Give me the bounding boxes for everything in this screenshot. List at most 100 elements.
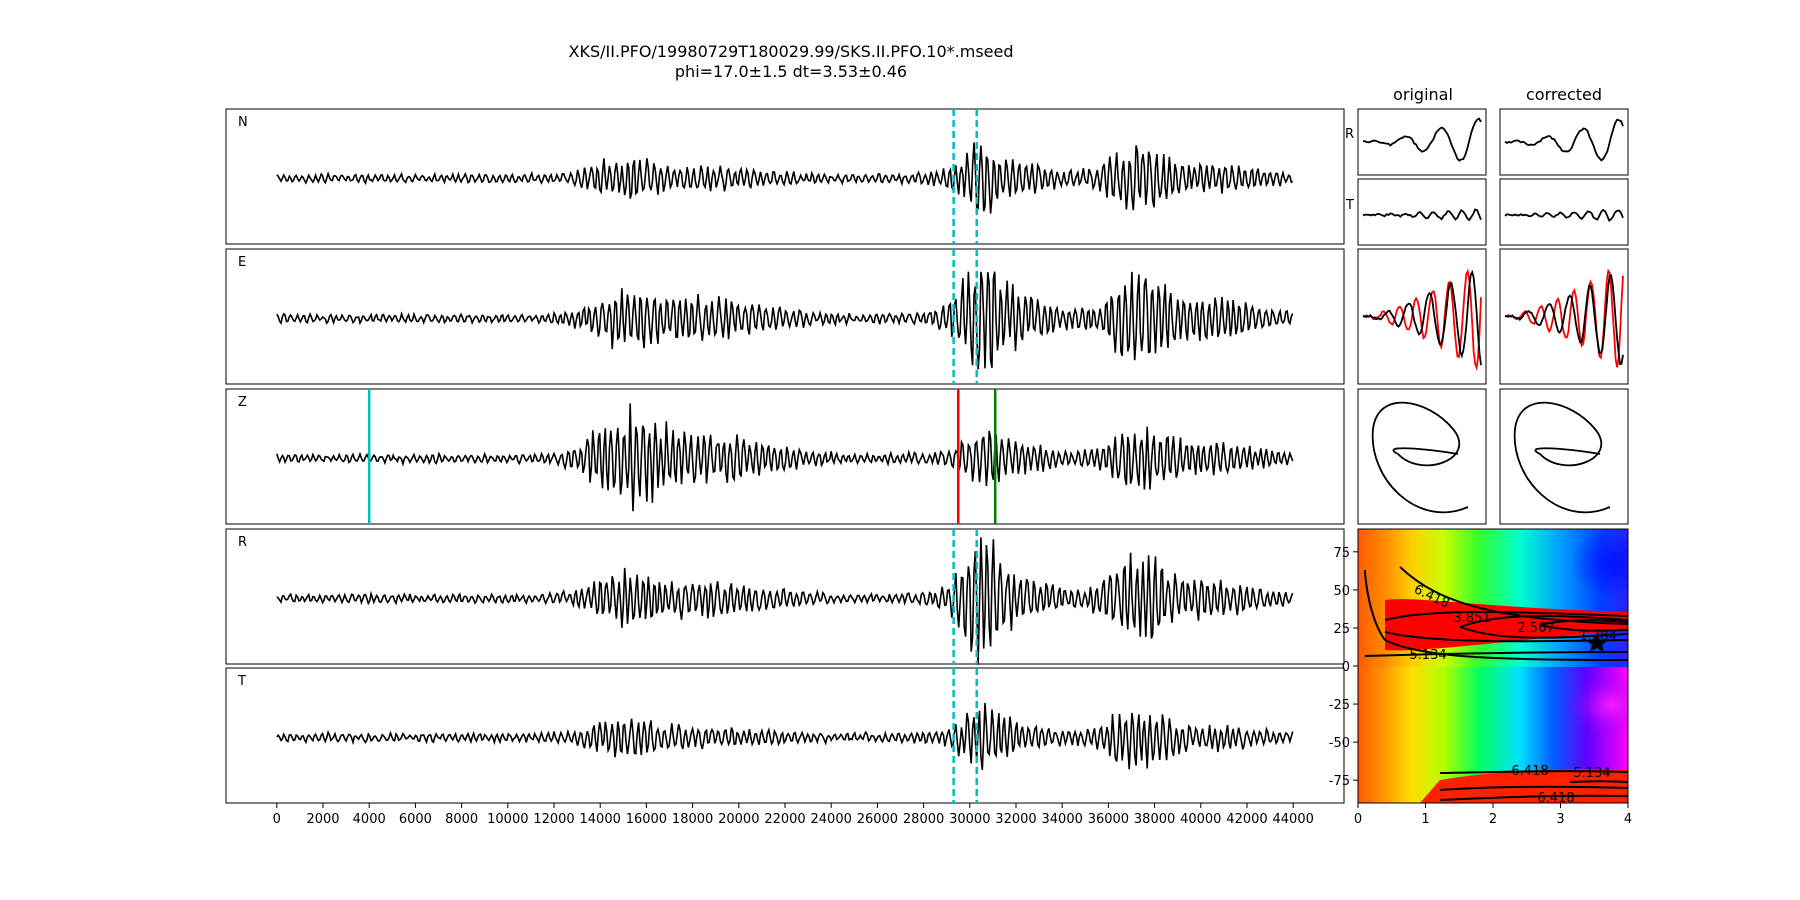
best-fit-star bbox=[1586, 633, 1608, 652]
contour-label: 3.851 bbox=[1453, 611, 1490, 626]
heat-y-tick-label: -75 bbox=[1329, 774, 1350, 789]
x-tick-label: 40000 bbox=[1180, 812, 1221, 827]
r-wave bbox=[1362, 117, 1482, 162]
x-tick-label: 18000 bbox=[672, 812, 713, 827]
x-tick-label: 24000 bbox=[811, 812, 852, 827]
black-wave bbox=[1362, 269, 1482, 366]
panel-t: T bbox=[225, 667, 1345, 804]
small-label-r: R bbox=[1345, 127, 1354, 142]
trace-e bbox=[276, 271, 1294, 370]
column-title-corrected: corrected bbox=[1526, 85, 1602, 104]
heat-y-tick-label: 75 bbox=[1333, 546, 1350, 561]
contour-label: 5.134 bbox=[1573, 766, 1610, 781]
trace-t bbox=[276, 702, 1294, 770]
contour-line bbox=[1399, 566, 1628, 625]
heat-x-tick-label: 0 bbox=[1354, 812, 1362, 827]
panel-label: E bbox=[238, 255, 246, 270]
panel-label: R bbox=[238, 535, 247, 550]
particle-motion bbox=[1371, 401, 1469, 514]
plot-subtitle: phi=17.0±1.5 dt=3.53±0.46 bbox=[675, 62, 907, 81]
x-axis: 0 2000 4000 6000 8000 10000 12000 14000 16000 180… bbox=[273, 803, 1314, 827]
small-panel-corrected-row2 bbox=[1499, 178, 1629, 246]
x-tick-label: 0 bbox=[273, 812, 281, 827]
small-label-t: T bbox=[1345, 198, 1354, 213]
contour-label: 1.284 bbox=[1579, 629, 1616, 644]
contour-line bbox=[1569, 780, 1628, 783]
contour-line bbox=[1439, 785, 1628, 801]
x-tick-label: 14000 bbox=[580, 812, 621, 827]
heat-x-tick-label: 3 bbox=[1556, 812, 1564, 827]
x-tick-label: 16000 bbox=[626, 812, 667, 827]
x-tick-label: 22000 bbox=[764, 812, 805, 827]
small-panel-original-row2 bbox=[1357, 178, 1487, 246]
panel-z: Z bbox=[225, 388, 1345, 525]
contour-label: 2.567 bbox=[1517, 621, 1554, 636]
small-panel-frame bbox=[1357, 178, 1487, 246]
x-tick-label: 36000 bbox=[1088, 812, 1129, 827]
small-panel-frame bbox=[1499, 178, 1629, 246]
contour-line bbox=[1364, 651, 1628, 657]
x-tick-label: 28000 bbox=[903, 812, 944, 827]
heat-x-tick-label: 2 bbox=[1489, 812, 1497, 827]
small-panel-corrected-row1 bbox=[1499, 108, 1629, 176]
contour-label: 6.418 bbox=[1511, 764, 1548, 779]
contour-line bbox=[1539, 619, 1628, 632]
heat-y-tick-label: -50 bbox=[1329, 736, 1350, 751]
x-tick-label: 44000 bbox=[1273, 812, 1314, 827]
panel-n: N bbox=[225, 108, 1345, 245]
x-tick-label: 12000 bbox=[533, 812, 574, 827]
x-tick-label: 6000 bbox=[399, 812, 432, 827]
heat-y-tick-label: 0 bbox=[1342, 660, 1350, 675]
r-wave bbox=[1504, 118, 1624, 162]
x-tick-label: 32000 bbox=[995, 812, 1036, 827]
x-tick-label: 38000 bbox=[1134, 812, 1175, 827]
heat-y-tick-label: 50 bbox=[1333, 584, 1350, 599]
particle-motion bbox=[1513, 401, 1611, 514]
trace-z bbox=[276, 403, 1294, 512]
trace-r bbox=[276, 537, 1294, 665]
small-panel-original-row1 bbox=[1357, 108, 1487, 176]
t-wave bbox=[1504, 208, 1624, 222]
heat-y-tick-label: -25 bbox=[1329, 698, 1350, 713]
panel-label: N bbox=[238, 115, 248, 130]
t-wave bbox=[1362, 208, 1482, 222]
heat-y-tick-label: 25 bbox=[1333, 622, 1350, 637]
small-panel-frame bbox=[1357, 388, 1487, 525]
contour-line bbox=[1459, 614, 1628, 639]
heatmap-axes: 0 1 2 3 4 75 50 25 0 -25 -50 -75 bbox=[1329, 546, 1632, 827]
x-tick-label: 10000 bbox=[487, 812, 528, 827]
plot-title: XKS/II.PFO/19980729T180029.99/SKS.II.PFO… bbox=[569, 42, 1014, 61]
contour-label: 6.418 bbox=[1537, 791, 1574, 806]
black-wave bbox=[1504, 274, 1624, 366]
contour-line bbox=[1439, 770, 1628, 774]
x-tick-label: 30000 bbox=[949, 812, 990, 827]
x-tick-label: 20000 bbox=[718, 812, 759, 827]
x-tick-label: 26000 bbox=[857, 812, 898, 827]
column-title-original: original bbox=[1393, 85, 1453, 104]
contour-label: 5.134 bbox=[1409, 648, 1446, 663]
panel-label: Z bbox=[238, 395, 247, 410]
small-panel-original-row3 bbox=[1357, 248, 1487, 385]
panel-label: T bbox=[237, 674, 246, 689]
x-tick-label: 4000 bbox=[353, 812, 386, 827]
x-tick-label: 8000 bbox=[445, 812, 478, 827]
seismogram-panels: N E Z R T 0 2000 4000 6000 8000 10000 12000 14000 160… bbox=[225, 108, 1345, 827]
trace-n bbox=[276, 142, 1294, 214]
panel-r: R bbox=[225, 528, 1345, 665]
small-panel-corrected-row3 bbox=[1499, 248, 1629, 385]
contour-line bbox=[1364, 569, 1628, 661]
x-tick-label: 2000 bbox=[306, 812, 339, 827]
panel-e: E bbox=[225, 248, 1345, 385]
small-panel-frame bbox=[1357, 248, 1487, 385]
x-tick-label: 34000 bbox=[1042, 812, 1083, 827]
small-panel-original-row4 bbox=[1357, 388, 1487, 525]
contour-line bbox=[1384, 611, 1628, 621]
small-panel-corrected-row4 bbox=[1499, 388, 1629, 525]
heat-x-tick-label: 4 bbox=[1624, 812, 1632, 827]
x-tick-label: 42000 bbox=[1226, 812, 1267, 827]
heatmap-magenta-blob bbox=[1490, 670, 1628, 770]
waveform-comparison-panels: RT bbox=[1345, 108, 1629, 525]
small-panel-frame bbox=[1499, 388, 1629, 525]
